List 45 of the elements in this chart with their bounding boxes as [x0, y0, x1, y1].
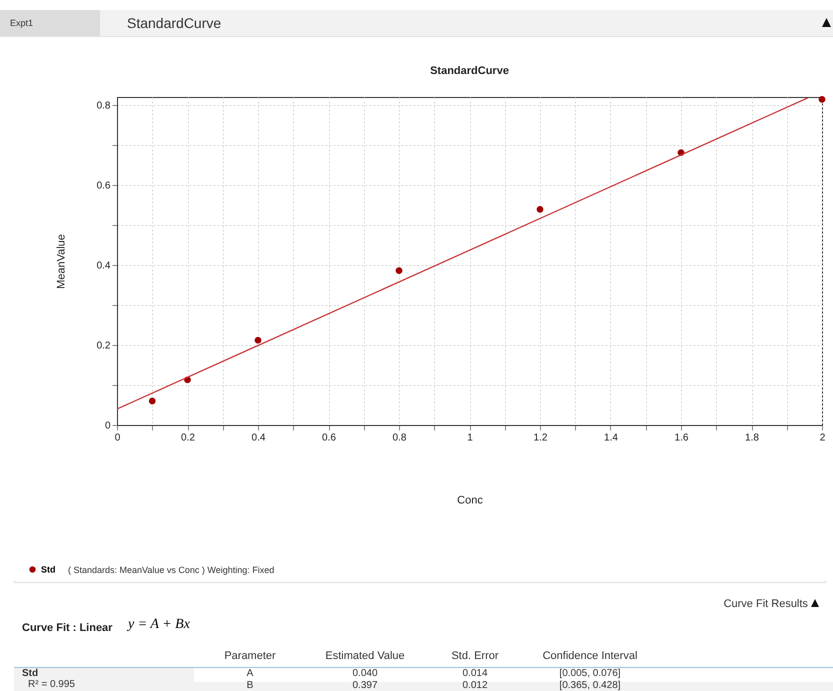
- text: StandardCurve: [127, 14, 222, 33]
- text: [0.005, 0.076]: [559, 668, 621, 679]
- text: ( Standards: MeanValue vs Conc ) Weighting: Fixed: [68, 565, 274, 575]
- y-tick-label: 0.6: [96, 180, 111, 192]
- point: [254, 336, 262, 344]
- point: [148, 398, 156, 404]
- y-tick-label: 0.2: [96, 340, 111, 352]
- x-tick-label: 0: [114, 432, 121, 444]
- text: Curve Fit : Linear: [22, 622, 112, 634]
- x-tick-label: 1.8: [745, 432, 760, 444]
- x-tick-label: 0.2: [181, 432, 196, 444]
- text: [0.365, 0.428]: [559, 680, 621, 691]
- text: Std. Error: [451, 650, 499, 662]
- text: Parameter: [224, 650, 276, 662]
- x-tick-label: 1: [467, 432, 474, 444]
- chart-title: StandardCurve: [430, 65, 509, 78]
- text: Std: [22, 668, 38, 679]
- text: Curve Fit Results: [724, 598, 809, 610]
- x-tick-label: 2: [820, 432, 826, 444]
- text: Expt1: [0, 10, 100, 36]
- x-tick-label: 0.4: [252, 432, 266, 444]
- y-axis-title: MeanValue: [56, 234, 68, 289]
- text: 0.014: [462, 668, 488, 679]
- x-tick-label: 1.2: [534, 432, 548, 444]
- text: Estimated Value: [325, 650, 405, 662]
- point: [536, 206, 544, 213]
- text: A: [246, 668, 254, 679]
- text: Confidence Interval: [542, 650, 638, 662]
- point: [396, 267, 402, 274]
- point: [818, 96, 826, 103]
- x-tick-label: 0.8: [392, 432, 407, 444]
- x-axis-title: Conc: [457, 494, 484, 506]
- y-tick-label: 0.8: [96, 100, 111, 112]
- x-tick-label: 0.6: [322, 432, 336, 444]
- x-tick-label: 1.6: [674, 432, 689, 444]
- text: B: [246, 680, 254, 691]
- y-tick-label: 0: [104, 420, 111, 432]
- text: 0.012: [462, 680, 488, 691]
- x-tick-label: 1.4: [604, 432, 618, 444]
- legend-label: Std: [41, 564, 56, 574]
- text: y = A + Bx: [128, 617, 190, 633]
- y-tick-label: 0.4: [96, 260, 111, 272]
- text: R² = 0.995: [28, 679, 75, 690]
- text: 0.040: [352, 668, 378, 679]
- text: 0.397: [352, 680, 378, 691]
